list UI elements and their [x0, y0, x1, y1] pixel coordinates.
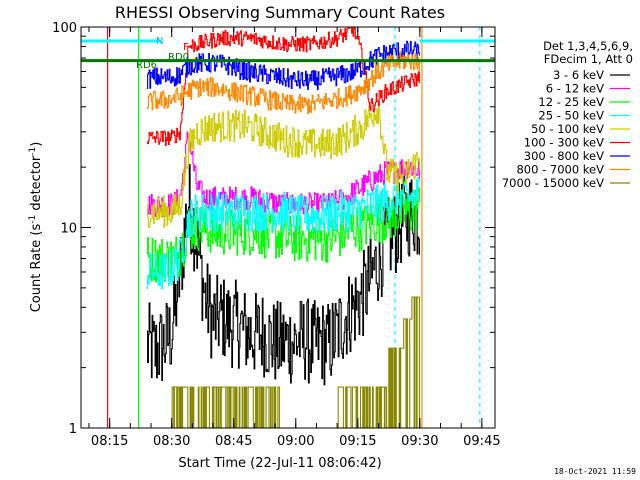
series-line-0 — [146, 164, 420, 386]
flag-label-2: RD0 — [168, 52, 189, 63]
footer-date: 18-Oct-2021 11:59 — [554, 467, 636, 476]
flag-label-0: N — [156, 36, 163, 47]
series-line-7 — [146, 51, 420, 115]
series-line-4 — [146, 103, 420, 229]
y-label-main: Count Rate (s — [29, 224, 44, 313]
legend-entry-0: 3 - 6 keV — [553, 68, 604, 82]
series-line-3 — [146, 177, 420, 290]
y-axis-label: Count Rate (s-1 detector-1) — [28, 142, 44, 313]
y-label-end: ) — [29, 142, 44, 147]
chart-title: RHESSI Observing Summary Count Rates — [115, 3, 445, 22]
legend-entry-5: 100 - 300 keV — [524, 136, 604, 150]
y-tick-label-2: 1 — [69, 422, 77, 437]
x-tick-label-4: 09:15 — [339, 434, 376, 449]
legend-entry-3: 25 - 50 keV — [538, 109, 604, 123]
y-tick-label-0: 100 — [52, 21, 77, 36]
legend-entry-6: 300 - 800 keV — [524, 149, 604, 163]
legend-entry-7: 800 - 7000 keV — [516, 163, 604, 177]
y-label-sup1: -1 — [28, 215, 38, 224]
series-line-6 — [146, 40, 420, 91]
x-tick-label-5: 09:30 — [401, 434, 438, 449]
y-tick-label-1: 10 — [60, 222, 77, 237]
series-line-5 — [146, 27, 420, 147]
x-axis-label: Start Time (22-Jul-11 08:06:42) — [178, 456, 381, 471]
y-label-mid: detector — [29, 155, 44, 215]
x-tick-label-0: 08:15 — [91, 434, 128, 449]
flag-label-1: F — [183, 42, 189, 53]
legend-entry-2: 12 - 25 keV — [538, 95, 604, 109]
legend-header-1: Det 1,3,4,5,6,9, — [543, 39, 633, 53]
x-tick-label-3: 09:00 — [277, 434, 314, 449]
legend-entry-8: 7000 - 15000 keV — [502, 176, 604, 190]
x-tick-label-1: 08:30 — [153, 434, 190, 449]
x-tick-label-2: 08:45 — [215, 434, 252, 449]
legend: Det 1,3,4,5,6,9, FDecim 1, Att 0 3 - 6 k… — [502, 39, 633, 190]
flag-label-3: RD6 — [136, 60, 157, 71]
legend-entry-1: 6 - 12 keV — [546, 82, 604, 96]
legend-header-2: FDecim 1, Att 0 — [544, 52, 633, 66]
y-label-sup2: -1 — [28, 147, 38, 156]
series-line-2 — [146, 187, 420, 283]
legend-entry-4: 50 - 100 keV — [531, 122, 604, 136]
x-tick-label-6: 09:45 — [463, 434, 500, 449]
